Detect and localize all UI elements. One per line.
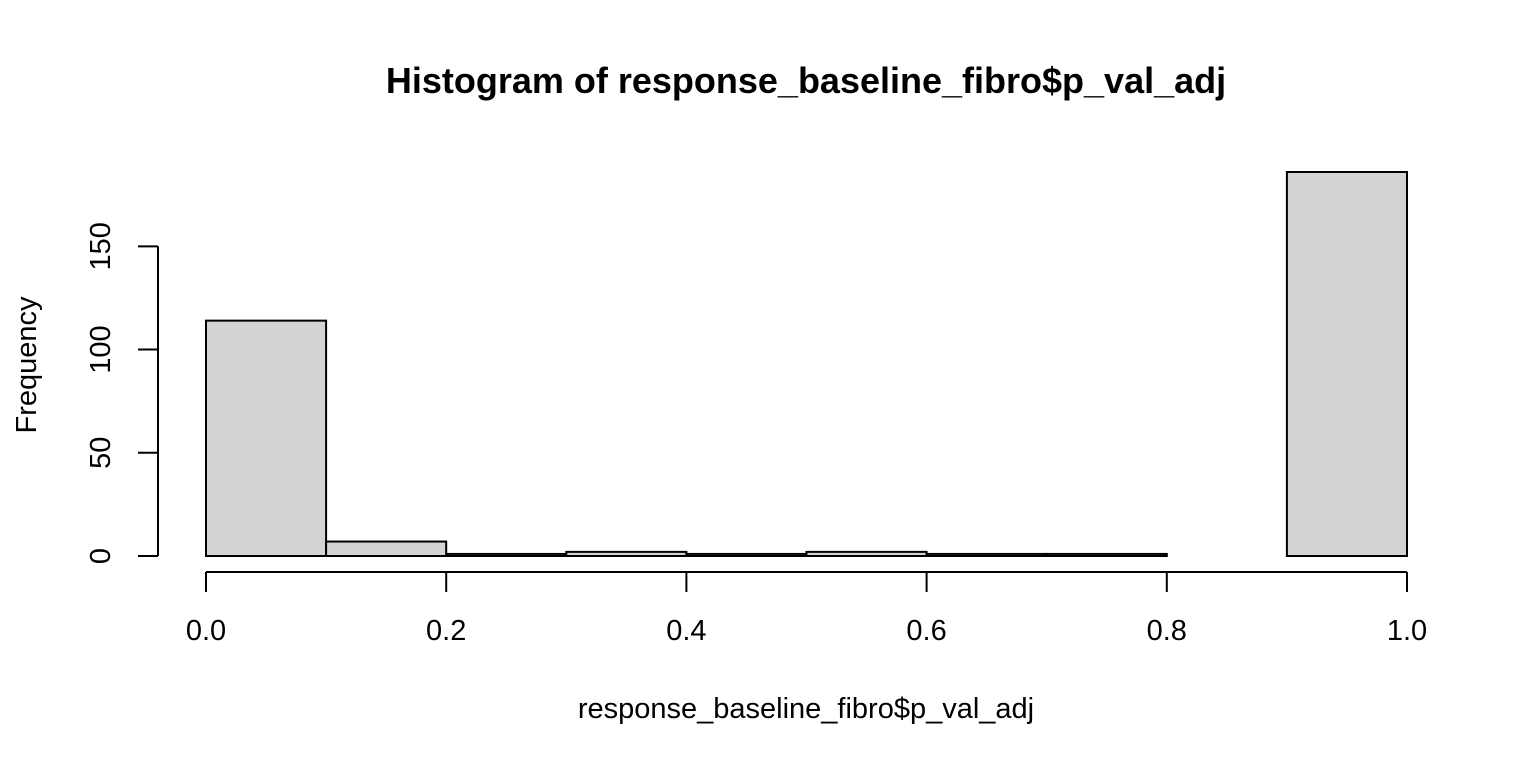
x-tick-label: 0.8 (1147, 615, 1187, 647)
histogram-bar (1285, 171, 1409, 558)
histogram-bar (445, 552, 568, 557)
histogram-bar (565, 550, 688, 557)
y-axis-label: Frequency (11, 296, 43, 434)
histogram-bar (205, 319, 328, 557)
histogram-bar (1045, 552, 1168, 557)
histogram-bar (925, 552, 1048, 557)
x-tick-label: 0.2 (426, 615, 466, 647)
x-tick-label: 0.4 (666, 615, 706, 647)
y-tick-label: 0 (85, 548, 117, 564)
histogram-bar (805, 550, 928, 557)
x-tick-label: 0.6 (906, 615, 946, 647)
histogram-bar (685, 552, 808, 557)
x-tick-label: 1.0 (1387, 615, 1427, 647)
histogram-bar (325, 540, 448, 558)
chart-title: Histogram of response_baseline_fibro$p_v… (386, 60, 1226, 101)
histogram-bars (205, 171, 1409, 558)
x-axis-label: response_baseline_fibro$p_val_adj (578, 693, 1034, 725)
y-axis: 0 50 100 150 (85, 222, 159, 564)
y-tick-label: 50 (85, 437, 117, 469)
x-axis: 0.0 0.2 0.4 0.6 0.8 1.0 (186, 571, 1427, 647)
x-tick-label: 0.0 (186, 615, 226, 647)
y-tick-label: 150 (85, 222, 117, 270)
y-tick-label: 100 (85, 325, 117, 373)
